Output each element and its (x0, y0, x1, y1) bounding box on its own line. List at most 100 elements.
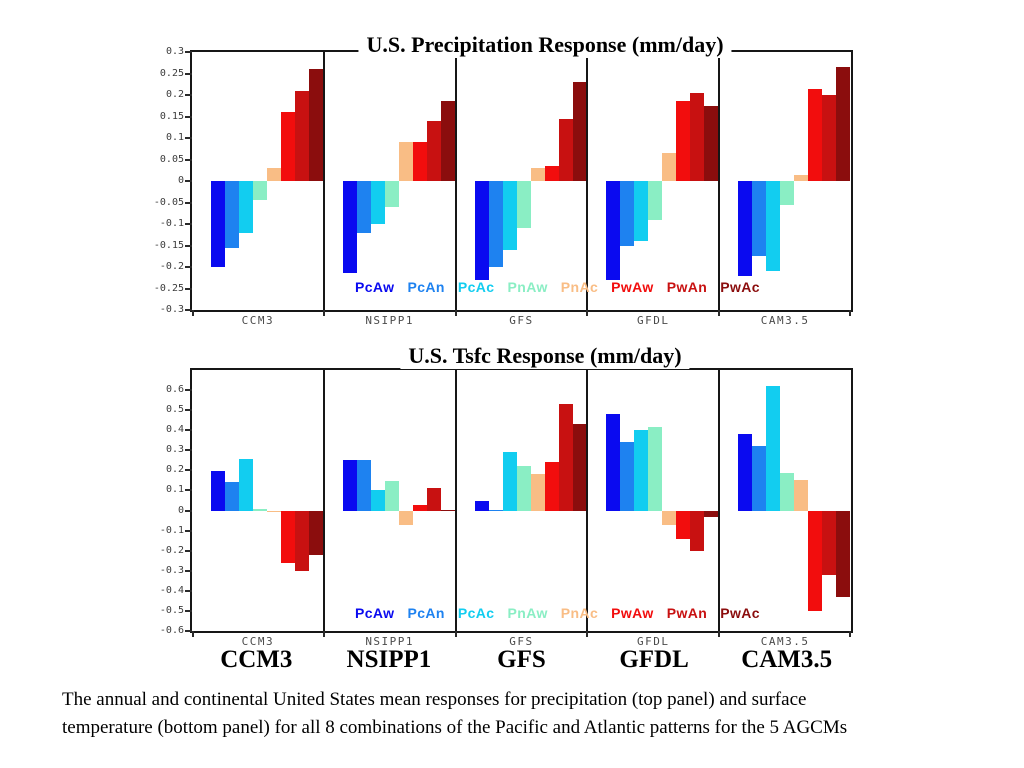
bar-PcAn-CAM3.5 (752, 446, 767, 511)
group-divider (322, 52, 325, 310)
y-tick-label: -0.1 (159, 218, 184, 229)
y-tick-label: -0.6 (159, 625, 184, 636)
y-tick-mark (185, 51, 192, 53)
bar-PcAc-CAM3.5 (766, 386, 781, 511)
x-tick-mark (718, 310, 721, 316)
bar-PnAw-NSIPP1 (384, 481, 399, 511)
y-tick-label: 0.4 (165, 424, 184, 436)
y-tick-mark (185, 309, 192, 311)
bar-PwAw-GFDL (676, 101, 691, 181)
y-tick-label: -0.25 (153, 282, 184, 294)
bar-PnAc-GFDL (662, 510, 677, 525)
y-tick-mark (185, 223, 192, 225)
legend-item-PnAw: PnAw (507, 279, 548, 295)
legend-item-PwAw: PwAw (611, 605, 654, 621)
bar-PcAw-NSIPP1 (342, 181, 357, 274)
bar-PwAn-CCM3 (295, 90, 309, 181)
bar-PwAc-CAM3.5 (836, 67, 851, 181)
y-tick-mark (185, 449, 192, 452)
model-label-gfs: GFS (497, 646, 546, 673)
legend-item-PwAw: PwAw (611, 279, 654, 295)
y-tick-label: -0.3 (159, 304, 184, 315)
x-tick-mark (322, 310, 325, 316)
bar-PcAw-GFDL (606, 181, 621, 280)
y-tick-label: -0.2 (159, 261, 184, 272)
y-tick-mark (185, 287, 192, 290)
y-tick-mark (185, 469, 192, 472)
bar-PwAc-NSIPP1 (440, 509, 455, 511)
bar-PnAc-GFDL (662, 153, 677, 181)
y-tick-mark (185, 180, 192, 182)
bar-PnAw-GFS (516, 466, 531, 511)
bar-PwAw-NSIPP1 (412, 504, 427, 511)
bar-PwAc-CCM3 (309, 510, 323, 555)
x-tick-mark (454, 631, 457, 637)
bar-PcAn-GFDL (620, 181, 635, 246)
legend-item-PwAn: PwAn (666, 279, 708, 295)
group-divider (586, 370, 589, 631)
legend-item-PnAc: PnAc (560, 605, 599, 621)
y-tick-label: 0 (177, 504, 184, 516)
bar-PcAn-GFS (488, 181, 503, 267)
y-tick-mark (185, 489, 192, 492)
bar-PcAn-NSIPP1 (356, 460, 371, 511)
bar-PcAw-GFDL (606, 414, 621, 511)
bar-PnAw-GFS (516, 181, 531, 229)
legend-item-PwAn: PwAn (666, 605, 708, 621)
tsfc-chart-plot: 0.6 0.5 0.4 0.3 0.2 0.1 0 -0.1 -0.2 -0.3 -0.4 -0.5 -… (160, 368, 853, 648)
y-tick-mark (185, 94, 192, 96)
y-tick-mark (185, 630, 192, 632)
legend-item-PwAc: PwAc (720, 605, 760, 621)
group-divider (454, 52, 457, 310)
caption-line-2: temperature (bottom panel) for all 8 com… (62, 717, 848, 738)
bar-PwAc-GFS (572, 82, 587, 181)
y-tick-mark (185, 137, 192, 139)
bar-PnAc-GFS (530, 168, 545, 181)
bar-PcAw-GFS (474, 181, 489, 280)
bar-PwAn-NSIPP1 (426, 120, 441, 181)
bar-PwAn-GFDL (690, 510, 705, 551)
x-tick-label: NSIPP1 (365, 635, 415, 648)
bar-PcAn-CAM3.5 (752, 181, 767, 257)
bar-PwAw-GFS (544, 462, 559, 511)
bar-PwAw-CCM3 (281, 510, 295, 563)
y-tick-mark (185, 549, 192, 552)
bar-PcAn-GFS (488, 509, 503, 511)
bar-PcAw-CCM3 (211, 181, 225, 267)
legend: PcAw PcAn PcAc PnAw PnAc PwAw PwAn PwAc (355, 279, 760, 295)
x-tick-label: CCM3 (241, 314, 275, 327)
y-tick-mark (185, 201, 192, 204)
y-tick-mark (185, 569, 192, 572)
y-tick-label: 0.5 (165, 404, 184, 416)
x-tick-mark (322, 631, 325, 637)
legend-item-PnAw: PnAw (507, 605, 548, 621)
y-tick-label: -0.3 (159, 564, 184, 576)
bar-PcAw-NSIPP1 (342, 460, 357, 511)
y-tick-label: 0.1 (165, 484, 184, 496)
bar-PwAc-GFDL (704, 510, 719, 517)
y-tick-label: 0.2 (165, 89, 184, 100)
legend: PcAw PcAn PcAc PnAw PnAc PwAw PwAn PwAc (355, 605, 760, 621)
legend-item-PcAw: PcAw (355, 279, 395, 295)
y-tick-label: 0.25 (159, 67, 184, 79)
y-tick-label: -0.5 (159, 604, 184, 616)
x-tick-mark (454, 310, 457, 316)
x-tick-label: CCM3 (241, 635, 275, 648)
y-tick-label: -0.4 (159, 584, 184, 596)
bar-PcAc-CCM3 (239, 181, 253, 233)
bar-PcAw-CCM3 (211, 471, 225, 511)
bar-PnAw-GFDL (648, 427, 663, 511)
bar-PwAn-NSIPP1 (426, 488, 441, 511)
bar-PwAw-NSIPP1 (412, 142, 427, 181)
group-divider (718, 370, 721, 631)
precip-chart-plot: 0.3 0.25 0.2 0.15 0.1 0.05 0 -0.05 -0.1 -0.15 -0.2… (154, 47, 853, 327)
y-tick-mark (185, 115, 192, 118)
bar-PwAw-GFDL (676, 510, 691, 539)
bar-PcAc-NSIPP1 (370, 181, 385, 224)
y-tick-label: -0.1 (159, 524, 184, 536)
bar-PcAc-GFS (502, 181, 517, 250)
bar-PwAw-CCM3 (281, 112, 295, 181)
y-tick-mark (185, 389, 192, 392)
bar-PcAc-GFDL (634, 430, 649, 511)
model-label-gfdl: GFDL (619, 646, 689, 673)
